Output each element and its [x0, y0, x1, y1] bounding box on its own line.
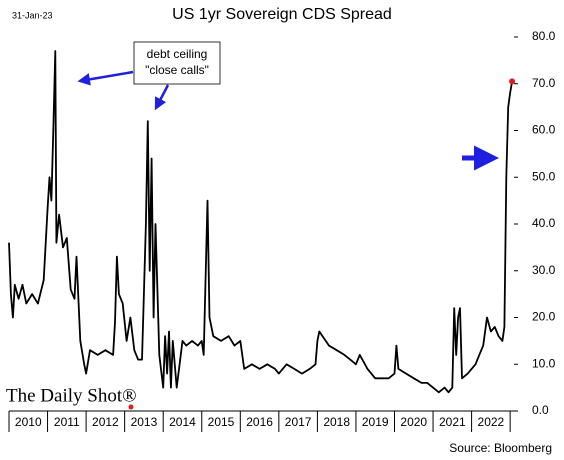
y-tick-label: 60.0	[532, 123, 556, 137]
y-tick-label: 50.0	[532, 169, 556, 183]
x-tick-label: 2015	[208, 415, 235, 429]
x-tick-label: 2021	[439, 415, 466, 429]
series-line	[8, 50, 513, 394]
y-tick-label: 10.0	[532, 356, 556, 370]
end-marker	[509, 78, 516, 85]
date-label: 31-Jan-23	[12, 10, 53, 20]
y-tick-label: 80.0	[532, 29, 556, 43]
y-tick-label: 30.0	[532, 263, 556, 277]
y-tick-label: 70.0	[532, 76, 556, 90]
annotation-arrow	[154, 84, 170, 111]
x-tick-label: 2020	[400, 415, 427, 429]
y-tick-label: 40.0	[532, 216, 556, 230]
logo: The Daily Shot®	[6, 385, 137, 406]
x-tick-label: 2012	[92, 415, 119, 429]
y-tick-label: 0.0	[532, 403, 549, 417]
x-tick-label: 2011	[54, 415, 80, 429]
x-tick-label: 2013	[131, 415, 158, 429]
x-tick-label: 2010	[15, 415, 42, 429]
annotation-line: debt ceiling	[147, 47, 208, 61]
x-tick-label: 2022	[478, 415, 505, 429]
annotation-arrow	[77, 70, 134, 86]
x-tick-label: 2014	[169, 415, 196, 429]
x-tick-label: 2016	[246, 415, 273, 429]
annotation-box	[133, 41, 221, 85]
logo-dot	[128, 404, 134, 410]
annotation-line: "close calls"	[145, 63, 209, 77]
x-tick-label: 2017	[285, 415, 312, 429]
x-tick-label: 2019	[362, 415, 389, 429]
source: Source: Bloomberg	[449, 441, 552, 455]
y-tick-label: 20.0	[532, 310, 556, 324]
chart-title: US 1yr Sovereign CDS Spread	[172, 6, 392, 23]
x-tick-label: 2018	[323, 415, 350, 429]
